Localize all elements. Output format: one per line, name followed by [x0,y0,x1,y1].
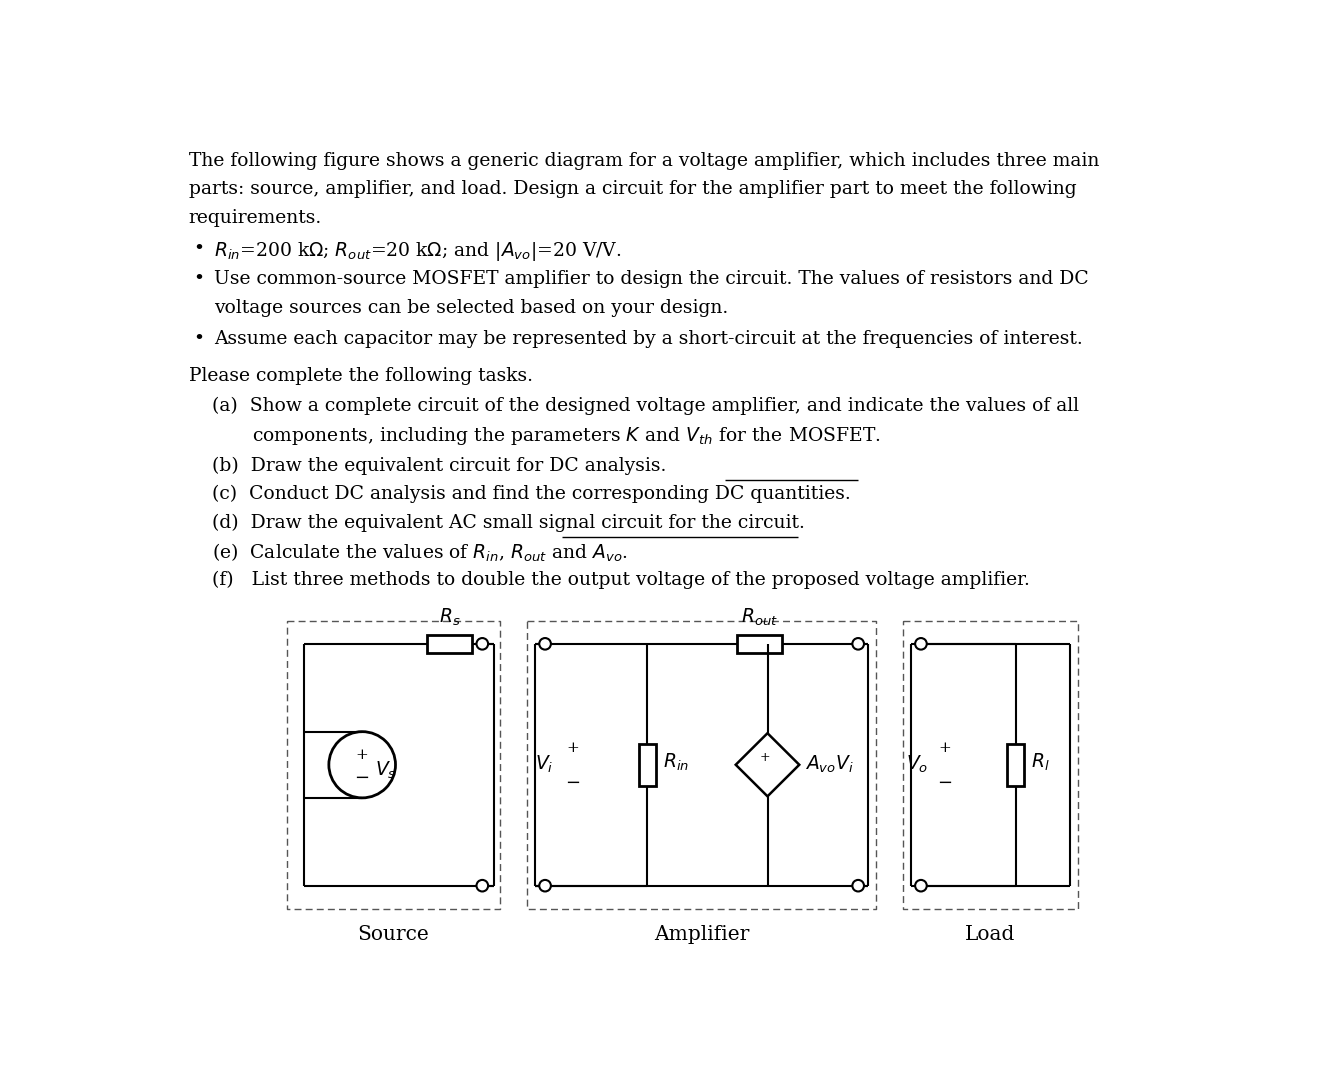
Text: voltage sources can be selected based on your design.: voltage sources can be selected based on… [214,299,729,317]
Text: $A_{vo}V_i$: $A_{vo}V_i$ [805,754,853,775]
Text: −: − [566,774,581,793]
Text: +: + [760,750,770,763]
Text: (d)  Draw the equivalent AC small signal circuit for the circuit.: (d) Draw the equivalent AC small signal … [212,514,805,532]
Text: −: − [937,774,953,793]
Text: $R_s$: $R_s$ [439,607,461,629]
Text: $R_l$: $R_l$ [1031,752,1049,773]
Text: The following figure shows a generic diagram for a voltage amplifier, which incl: The following figure shows a generic dia… [188,152,1099,169]
Text: Please complete the following tasks.: Please complete the following tasks. [188,367,533,384]
Text: •: • [194,270,204,288]
Text: Use common-source MOSFET amplifier to design the circuit. The values of resistor: Use common-source MOSFET amplifier to de… [214,270,1089,288]
Circle shape [852,880,864,892]
Text: $V_i$: $V_i$ [535,754,554,775]
Circle shape [539,880,551,892]
Text: parts: source, amplifier, and load. Design a circuit for the amplifier part to m: parts: source, amplifier, and load. Desi… [188,180,1076,199]
Text: $V_o$: $V_o$ [905,754,928,775]
Text: •: • [194,330,204,348]
Bar [639,744,655,786]
Text: (f)   List three methods to double the output voltage of the proposed voltage am: (f) List three methods to double the out… [212,570,1029,589]
Text: +: + [939,741,952,755]
Text: (e)  Calculate the values of $R_{in}$, $R_{out}$ and $A_{vo}$.: (e) Calculate the values of $R_{in}$, $R… [212,542,627,565]
Text: requirements.: requirements. [188,209,322,227]
Text: (c)  Conduct DC analysis and find the corresponding DC quantities.: (c) Conduct DC analysis and find the cor… [212,485,850,504]
Text: $R_{in}$: $R_{in}$ [663,752,689,773]
Text: $R_{out}$: $R_{out}$ [741,607,778,629]
Circle shape [477,639,489,649]
Text: +: + [356,748,368,761]
Text: (a)  Show a complete circuit of the designed voltage amplifier, and indicate the: (a) Show a complete circuit of the desig… [212,396,1079,415]
Circle shape [914,639,926,649]
Circle shape [477,880,489,892]
Circle shape [852,639,864,649]
Text: $R_{in}$=200 k$\Omega$; $R_{out}$=20 k$\Omega$; and |$A_{vo}$|=20 V/V.: $R_{in}$=200 k$\Omega$; $R_{out}$=20 k$\… [214,240,622,263]
Text: Assume each capacitor may be represented by a short-circuit at the frequencies o: Assume each capacitor may be represented… [214,330,1083,348]
Bar [427,635,473,653]
Text: •: • [194,240,204,258]
Circle shape [914,880,926,892]
Circle shape [539,639,551,649]
Text: −: − [355,769,370,787]
Bar [737,635,782,653]
Text: Source: Source [358,924,430,944]
Text: Amplifier: Amplifier [654,924,749,944]
Text: +: + [566,741,579,755]
Text: $V_s$: $V_s$ [375,759,396,781]
Text: Load: Load [965,924,1016,944]
Text: (b)  Draw the equivalent circuit for DC analysis.: (b) Draw the equivalent circuit for DC a… [212,457,666,475]
Bar [1007,744,1024,786]
Text: components, including the parameters $K$ and $V_{th}$ for the MOSFET.: components, including the parameters $K$… [252,426,881,447]
